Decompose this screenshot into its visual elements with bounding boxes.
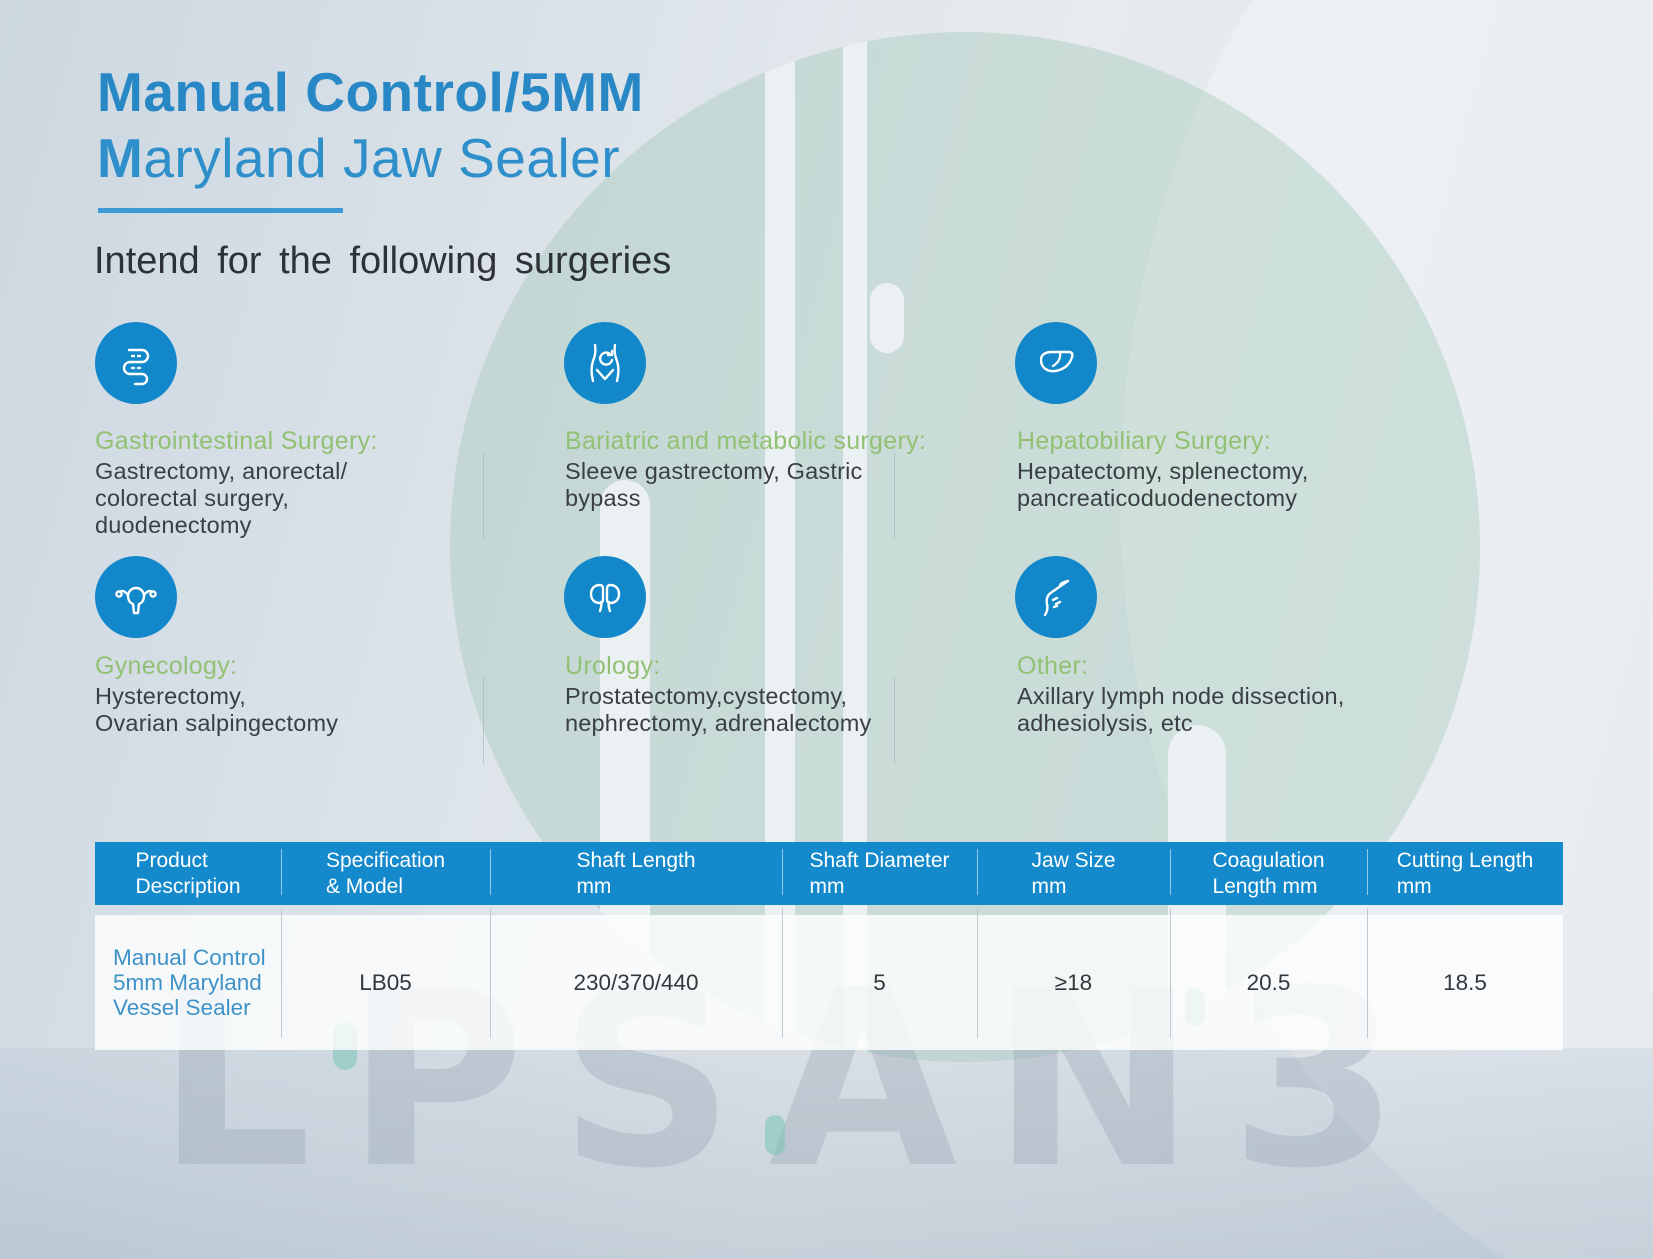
stomach-waist-icon (590, 343, 620, 383)
spec-table-row: Manual Control 5mm Maryland Vessel Seale… (95, 908, 1563, 1050)
other-icon-circle (1015, 556, 1097, 638)
column-header-cutting-length: Cutting Length mm (1367, 842, 1563, 905)
cell-shaft-length: 230/370/440 (573, 969, 699, 995)
surgery-name: Urology: (565, 652, 661, 680)
bottom-shade (0, 1048, 1653, 1259)
title-underline (98, 208, 343, 213)
section-subtitle: Intend for the following surgeries (94, 240, 672, 282)
column-divider (894, 678, 895, 764)
axilla-icon (1043, 579, 1070, 617)
surgery-name: Gastrointestinal Surgery: (95, 427, 378, 455)
logo-stripe (843, 32, 867, 1062)
page-title-line2: Maryland Jaw Sealer (97, 126, 620, 190)
cell-coagulation-length: 20.5 (1246, 969, 1291, 995)
column-header-shaft-length: Shaft Length mm (490, 842, 782, 905)
logo-stripe (765, 32, 795, 1062)
column-header-product-description: Product Description (135, 848, 241, 898)
cell-jaw-size: ≥18 (1054, 969, 1093, 995)
gastrointestinal-icon-circle (95, 322, 177, 404)
uterus-icon (115, 586, 157, 615)
hepatobiliary-icon-circle (1015, 322, 1097, 404)
logo-pill (870, 283, 904, 353)
page-title-line2-initial: M (97, 127, 144, 189)
surgery-name: Other: (1017, 652, 1089, 680)
page-title-line1: Manual Control/5MM (97, 61, 644, 123)
row-divider (490, 908, 491, 1038)
page-title-line2-rest: aryland Jaw Sealer (143, 127, 621, 189)
surgery-name: Gynecology: (95, 652, 238, 680)
surgery-description: Sleeve gastrectomy, Gastric bypass (565, 458, 863, 511)
teal-accent-dot (765, 1115, 785, 1155)
cell-shaft-diameter: 5 (873, 969, 886, 995)
row-divider (281, 908, 282, 1038)
liver-icon (1039, 350, 1074, 373)
cell-specification-model: LB05 (359, 969, 412, 995)
surgery-description: Prostatectomy,cystectomy, nephrectomy, a… (565, 683, 872, 736)
cell-product-description: Manual Control 5mm Maryland Vessel Seale… (113, 945, 266, 1020)
column-header-shaft-diameter: Shaft Diameter mm (782, 842, 977, 905)
urology-icon-circle (564, 556, 646, 638)
column-divider (894, 453, 895, 539)
surgery-name: Bariatric and metabolic surgery: (565, 427, 927, 455)
surgery-name: Hepatobiliary Surgery: (1017, 427, 1271, 455)
row-divider (782, 908, 783, 1038)
bariatric-icon-circle (564, 322, 646, 404)
column-header-jaw-size: Jaw Size mm (977, 842, 1170, 905)
row-divider (1367, 908, 1368, 1038)
kidneys-icon (589, 583, 621, 613)
cell-cutting-length: 18.5 (1443, 969, 1487, 995)
surgery-description: Hysterectomy, Ovarian salpingectomy (95, 683, 339, 736)
surgery-description: Gastrectomy, anorectal/ colorectal surge… (95, 458, 348, 538)
surgery-description: Hepatectomy, splenectomy, pancreaticoduo… (1017, 458, 1309, 511)
column-header-specification-model: Specification & Model (281, 842, 490, 905)
column-divider (483, 678, 484, 764)
spec-table-header: Product Description Specification & Mode… (95, 842, 1563, 905)
column-header-coagulation-length: Coagulation Length mm (1170, 842, 1367, 905)
column-divider (483, 453, 484, 539)
row-divider (1170, 908, 1171, 1038)
row-divider (977, 908, 978, 1038)
intestine-icon (122, 348, 150, 386)
gynecology-icon-circle (95, 556, 177, 638)
surgery-description: Axillary lymph node dissection, adhesiol… (1017, 683, 1345, 736)
